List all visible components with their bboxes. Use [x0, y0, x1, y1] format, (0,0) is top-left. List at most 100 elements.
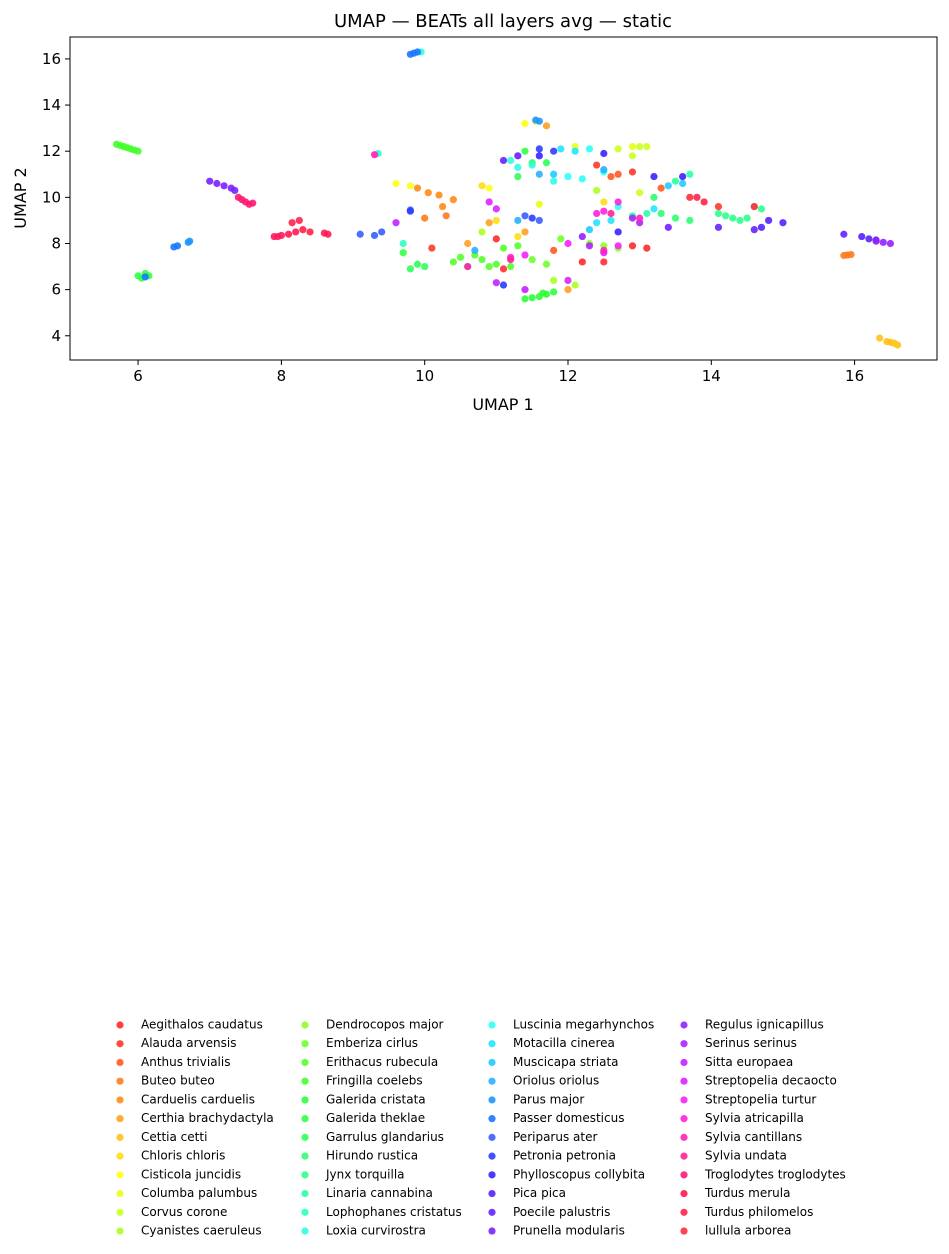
legend-marker	[680, 1040, 688, 1048]
data-point	[628, 152, 637, 160]
legend-item: Jynx torquilla	[301, 1167, 405, 1181]
legend: Aegithalos caudatus Alauda arvensis Anthus…	[116, 1018, 846, 1238]
data-point	[514, 172, 522, 181]
legend-marker	[488, 1096, 496, 1104]
y-axis-ticks: 4 6 8 10 12 14 16	[42, 50, 70, 345]
data-point	[399, 239, 407, 248]
legend-marker	[116, 1227, 124, 1235]
x-tick-label: 16	[845, 367, 864, 385]
data-point	[514, 152, 522, 160]
data-point	[858, 232, 866, 241]
legend-marker	[488, 1133, 496, 1141]
data-point	[879, 238, 887, 246]
data-point	[585, 145, 594, 153]
data-point	[593, 219, 601, 227]
legend-marker	[488, 1040, 496, 1048]
legend-label: Galerida theklae	[326, 1111, 425, 1125]
legend-marker	[301, 1058, 309, 1067]
data-point	[700, 198, 708, 206]
data-point	[292, 228, 300, 236]
data-point	[521, 228, 529, 236]
data-point	[406, 182, 414, 190]
legend-label: Regulus ignicapillus	[705, 1018, 824, 1032]
data-point	[876, 334, 884, 342]
legend-item: Erithacus rubecula	[301, 1055, 438, 1069]
data-point	[722, 212, 730, 220]
legend-item: Garrulus glandarius	[301, 1130, 444, 1144]
data-point	[585, 226, 594, 234]
legend-marker	[488, 1021, 496, 1029]
data-point	[636, 214, 644, 222]
data-point	[628, 242, 637, 250]
legend-item: Oriolus oriolus	[488, 1074, 599, 1088]
y-tick-label: 16	[42, 50, 61, 68]
data-point	[614, 198, 622, 206]
data-point	[499, 156, 508, 165]
data-point	[686, 216, 694, 225]
data-point	[714, 202, 723, 211]
data-point	[614, 228, 622, 236]
data-point	[765, 216, 773, 225]
data-point	[421, 262, 429, 271]
legend-item: Galerida cristata	[301, 1092, 426, 1106]
legend-marker	[488, 1208, 496, 1216]
data-point	[557, 145, 565, 153]
legend-label: Linaria cannabina	[326, 1186, 433, 1200]
legend-label: Turdus philomelos	[704, 1205, 813, 1219]
data-point	[714, 209, 723, 218]
legend-item: Cettia cetti	[116, 1130, 207, 1144]
data-point	[542, 122, 551, 130]
data-point	[671, 214, 680, 222]
legend-label: Turdus merula	[704, 1186, 790, 1200]
data-point	[542, 159, 551, 167]
legend-marker	[488, 1058, 496, 1067]
legend-marker	[116, 1189, 124, 1198]
data-point	[840, 230, 848, 238]
data-point	[578, 175, 586, 183]
legend-label: Cettia cetti	[141, 1130, 207, 1144]
data-point	[593, 161, 601, 169]
data-point	[507, 156, 515, 165]
data-point	[636, 189, 644, 197]
data-point	[614, 145, 622, 153]
data-point	[507, 256, 515, 264]
data-point	[141, 273, 149, 281]
data-point	[571, 147, 579, 155]
data-point	[514, 163, 522, 171]
legend-item: Linaria cannabina	[301, 1186, 433, 1200]
legend-item: Sylvia cantillans	[680, 1130, 802, 1144]
data-point	[664, 182, 672, 190]
legend-label: Aegithalos caudatus	[141, 1018, 263, 1032]
legend-label: Cisticola juncidis	[141, 1167, 241, 1181]
x-tick-label: 6	[133, 367, 143, 385]
y-axis-label: UMAP 2	[11, 167, 30, 228]
x-tick-label: 14	[702, 367, 721, 385]
data-point	[528, 161, 536, 169]
data-point	[485, 198, 493, 206]
legend-marker	[301, 1021, 309, 1029]
legend-label: Columba palumbus	[141, 1186, 257, 1200]
data-point	[478, 228, 486, 236]
data-point	[464, 262, 472, 271]
legend-marker	[116, 1058, 124, 1067]
data-point	[671, 177, 680, 185]
legend-item: Anthus trivialis	[116, 1055, 230, 1069]
data-point	[134, 147, 142, 155]
legend-marker	[680, 1058, 688, 1067]
y-tick-label: 8	[51, 234, 61, 252]
legend-marker	[488, 1152, 496, 1160]
data-point	[521, 295, 529, 303]
legend-label: Periparus ater	[513, 1130, 597, 1144]
legend-item: Loxia curvirostra	[301, 1224, 426, 1238]
legend-item: Prunella modularis	[488, 1224, 625, 1238]
legend-marker	[116, 1040, 124, 1048]
data-point	[499, 281, 508, 289]
legend-label: Sylvia undata	[705, 1149, 787, 1163]
data-point	[600, 207, 608, 215]
data-point	[206, 177, 214, 185]
legend-item: Dendrocopos major	[301, 1018, 444, 1032]
data-point	[535, 170, 543, 178]
data-point	[550, 288, 558, 296]
legend-item: Sylvia undata	[680, 1149, 787, 1163]
data-point	[186, 237, 194, 245]
